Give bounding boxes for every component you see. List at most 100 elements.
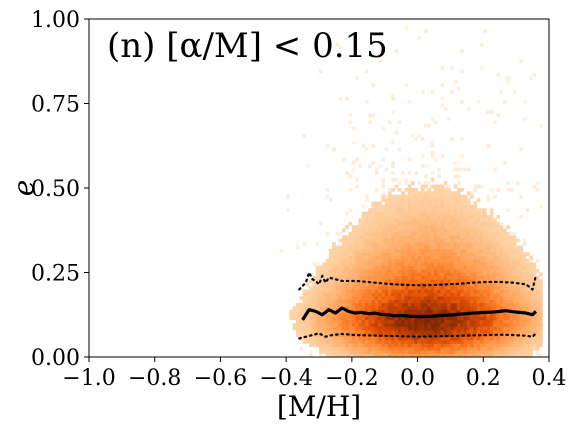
heatmap-cell	[512, 350, 517, 354]
heatmap-cell	[397, 316, 402, 321]
heatmap-cell	[371, 201, 376, 206]
heatmap-cell	[476, 221, 481, 226]
heatmap-cell	[483, 238, 487, 243]
heatmap-cell	[503, 299, 507, 304]
heatmap-cell	[450, 204, 455, 209]
heatmap-cell	[348, 289, 353, 294]
heatmap-cell	[509, 265, 514, 270]
heatmap-cell	[401, 299, 405, 304]
heatmap-cell	[512, 282, 517, 287]
heatmap-cell	[312, 333, 317, 338]
heatmap-cell	[506, 340, 510, 344]
heatmap-cell	[434, 221, 438, 226]
heatmap-cell	[434, 248, 438, 253]
y-axis: 0.000.250.500.751.00	[31, 8, 89, 371]
heatmap-cell	[493, 336, 497, 341]
heatmap-cell	[381, 191, 386, 196]
heatmap-cell	[503, 296, 507, 300]
heatmap-cell	[486, 323, 491, 327]
heatmap-cell	[503, 258, 507, 263]
heatmap-cell	[483, 319, 487, 324]
heatmap-cell	[365, 262, 369, 267]
heatmap-cell	[483, 306, 487, 310]
heatmap-cell	[529, 265, 533, 270]
heatmap-cell	[434, 306, 438, 310]
heatmap-cell	[476, 302, 481, 307]
heatmap-cell	[394, 350, 399, 354]
heatmap-cell	[374, 208, 379, 212]
heatmap-cell	[351, 299, 356, 304]
heatmap-cell	[374, 262, 379, 267]
heatmap-cell	[503, 252, 507, 256]
heatmap-cell	[496, 350, 501, 354]
heatmap-cell	[420, 296, 425, 300]
heatmap-cell	[512, 289, 517, 294]
heatmap-cell	[391, 265, 395, 270]
heatmap-cell	[503, 279, 507, 283]
heatmap-cell	[437, 252, 441, 256]
heatmap-cell	[440, 269, 445, 273]
heatmap-cell	[368, 235, 372, 239]
heatmap-cell	[535, 343, 540, 348]
heatmap-cell	[516, 299, 520, 304]
heatmap-cell	[417, 336, 422, 341]
heatmap-cell	[496, 265, 501, 270]
heatmap-cell	[460, 218, 464, 223]
x-tick-label: −1.0	[62, 366, 115, 391]
heatmap-cell	[322, 350, 326, 354]
heatmap-cell	[460, 49, 464, 54]
heatmap-cell	[434, 235, 438, 239]
heatmap-cell	[411, 133, 415, 138]
heatmap-cell	[470, 353, 474, 358]
heatmap-cell	[443, 275, 448, 280]
heatmap-cell	[466, 309, 471, 314]
heatmap-cell	[381, 198, 386, 202]
heatmap-cell	[420, 292, 425, 297]
heatmap-cell	[489, 258, 494, 263]
heatmap-cell	[378, 211, 382, 216]
heatmap-cell	[473, 221, 478, 226]
heatmap-cell	[470, 191, 474, 196]
heatmap-cell	[453, 184, 458, 189]
heatmap-cell	[299, 346, 303, 351]
heatmap-cell	[463, 346, 468, 351]
heatmap-cell	[470, 204, 474, 209]
heatmap-cell	[506, 231, 510, 236]
heatmap-cell	[394, 343, 399, 348]
heatmap-cell	[407, 289, 412, 294]
heatmap-cell	[401, 191, 405, 196]
heatmap-cell	[466, 106, 471, 111]
heatmap-cell	[496, 258, 501, 263]
heatmap-cell	[519, 326, 524, 331]
heatmap-cell	[457, 265, 461, 270]
heatmap-cell	[351, 343, 356, 348]
heatmap-cell	[450, 258, 455, 263]
heatmap-cell	[516, 302, 520, 307]
heatmap-cell	[483, 225, 487, 229]
heatmap-cell	[516, 353, 520, 358]
heatmap-cell	[361, 262, 366, 267]
heatmap-cell	[447, 329, 451, 334]
heatmap-cell	[489, 262, 494, 267]
heatmap-cell	[476, 279, 481, 283]
heatmap-cell	[529, 279, 533, 283]
heatmap-cell	[358, 323, 363, 327]
heatmap-cell	[539, 326, 543, 331]
heatmap-cell	[460, 228, 464, 233]
heatmap-cell	[325, 329, 330, 334]
heatmap-cell	[305, 329, 310, 334]
heatmap-cell	[332, 329, 336, 334]
heatmap-cell	[460, 340, 464, 344]
heatmap-cell	[355, 262, 359, 267]
x-tick-label: 0.0	[400, 366, 435, 391]
heatmap-cell	[394, 306, 399, 310]
heatmap-cell	[434, 350, 438, 354]
heatmap-cell	[388, 353, 392, 358]
heatmap-cell	[365, 265, 369, 270]
heatmap-cell	[434, 252, 438, 256]
heatmap-cell	[463, 286, 468, 290]
heatmap-cell	[493, 120, 497, 125]
heatmap-cell	[325, 343, 330, 348]
heatmap-cell	[312, 292, 317, 297]
heatmap-cell	[407, 343, 412, 348]
